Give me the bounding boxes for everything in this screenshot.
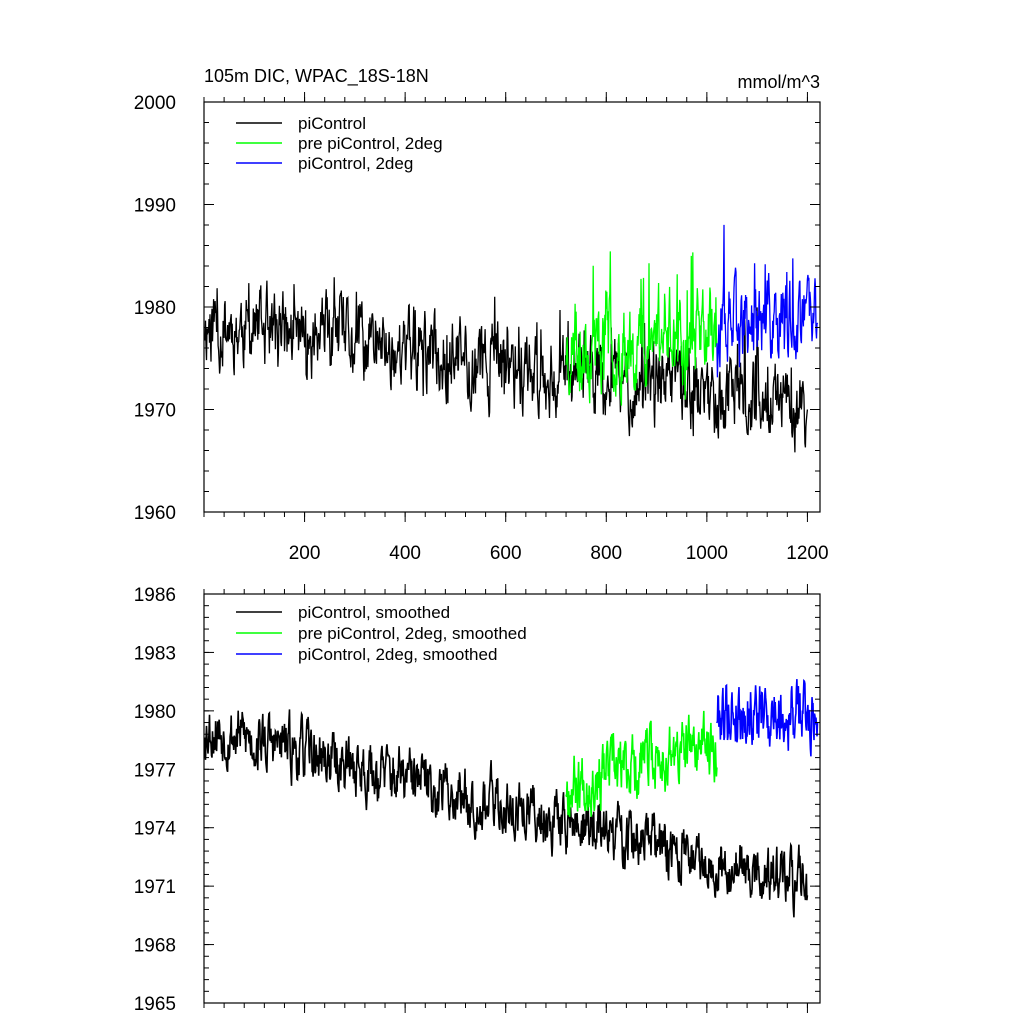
y-tick-label: 1968 [134,936,176,957]
x-tick-label: 600 [490,543,522,564]
y-tick-label: 1980 [134,702,176,723]
x-tick-label: 800 [590,543,622,564]
top-series-layer [203,224,819,453]
bottom-ticks-layer: 1965 1968 1971 1974 1977 1980 1983 1986 [134,584,820,1015]
legend-label-picontrol: piControl [298,114,366,133]
y-tick-label: 1980 [134,298,176,319]
x-tick-label: 200 [289,543,321,564]
top-legend: piControl pre piControl, 2deg piControl,… [236,114,443,173]
legend-label-pre-picontrol-2deg: pre piControl, 2deg [298,134,443,153]
series-line-pre-picontrol-2deg-smoothed [565,710,718,817]
legend-label-picontrol-2deg: piControl, 2deg [298,154,413,173]
legend-label-picontrol-smoothed: piControl, smoothed [298,603,450,622]
y-tick-label: 1965 [134,994,176,1015]
bottom-legend: piControl, smoothed pre piControl, 2deg,… [236,603,527,664]
y-tick-label: 1974 [134,819,177,840]
top-chart-title: 105m DIC, WPAC_18S-18N [204,66,429,87]
top-ticks-layer: 1960 1970 1980 1990 2000 200 400 600 800 1000 1200 [134,92,829,564]
top-chart-units: mmol/m^3 [738,72,820,92]
y-tick-label: 1970 [134,401,176,422]
y-tick-label: 1960 [134,503,176,524]
bottom-series-layer [203,678,819,918]
series-line-picontrol-smoothed [203,709,809,918]
y-tick-label: 1983 [134,643,176,664]
series-line-picontrol-2deg [716,224,819,378]
series-line-pre-picontrol-2deg [565,251,718,406]
x-tick-label: 400 [389,543,421,564]
top-panel: 105m DIC, WPAC_18S-18N mmol/m^3 1960 1970… [134,66,829,564]
series-line-picontrol-2deg-smoothed [716,678,819,757]
bottom-panel: 1965 1968 1971 1974 1977 1980 1983 1986 piContr… [134,584,821,1015]
y-tick-label: 2000 [134,93,176,114]
series-line-picontrol [203,277,809,453]
legend-label-pre-picontrol-2deg-smoothed: pre piControl, 2deg, smoothed [298,624,527,643]
y-tick-label: 1971 [134,877,176,898]
top-plot-frame [203,101,821,513]
y-tick-label: 1977 [134,760,176,781]
bottom-plot-frame [203,593,821,1004]
legend-label-picontrol-2deg-smoothed: piControl, 2deg, smoothed [298,645,497,664]
y-tick-label: 1990 [134,196,176,217]
y-tick-label: 1986 [134,585,176,606]
x-tick-label: 1200 [786,543,828,564]
x-tick-label: 1000 [686,543,728,564]
